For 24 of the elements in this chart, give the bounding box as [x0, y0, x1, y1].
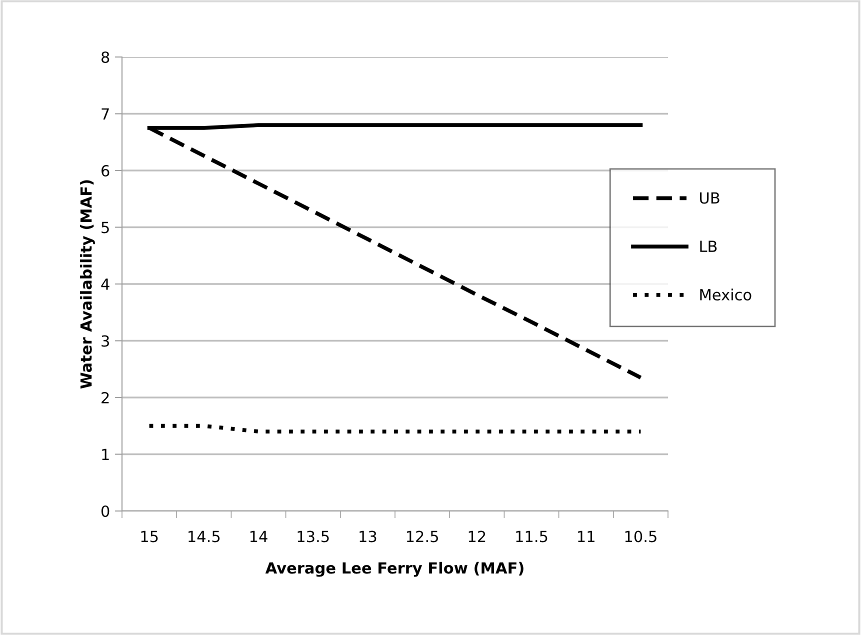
- x-tick-label: 13: [360, 530, 376, 542]
- y-tick-label: 1: [102, 448, 109, 460]
- x-tick-label: 10.5: [625, 530, 656, 542]
- legend-label: Mexico: [700, 288, 752, 301]
- y-tick-label: 0: [101, 505, 110, 518]
- legend-label: UB: [700, 192, 720, 204]
- x-tick-label: 15: [141, 530, 158, 542]
- y-tick-label: 6: [102, 164, 110, 177]
- y-tick-label: 7: [102, 108, 109, 120]
- y-tick-label: 8: [102, 51, 110, 64]
- legend-label: LB: [700, 240, 717, 252]
- x-tick-label: 13.5: [298, 530, 329, 542]
- y-tick-label: 4: [101, 278, 110, 290]
- y-tick-label: 2: [102, 392, 109, 404]
- x-tick-label: 11: [578, 530, 594, 542]
- x-tick-label: 12.5: [406, 530, 438, 542]
- x-axis-title: Average Lee Ferry Flow (MAF): [265, 562, 524, 577]
- y-tick-label: 5: [102, 222, 109, 234]
- x-tick-label: 11.5: [516, 530, 548, 542]
- x-tick-label: 12: [468, 530, 486, 542]
- x-tick-label: 14.5: [188, 530, 220, 542]
- x-tick-label: 14: [250, 530, 268, 542]
- y-axis-title: Water Availability (MAF): [80, 180, 95, 389]
- y-tick-label: 3: [102, 335, 109, 347]
